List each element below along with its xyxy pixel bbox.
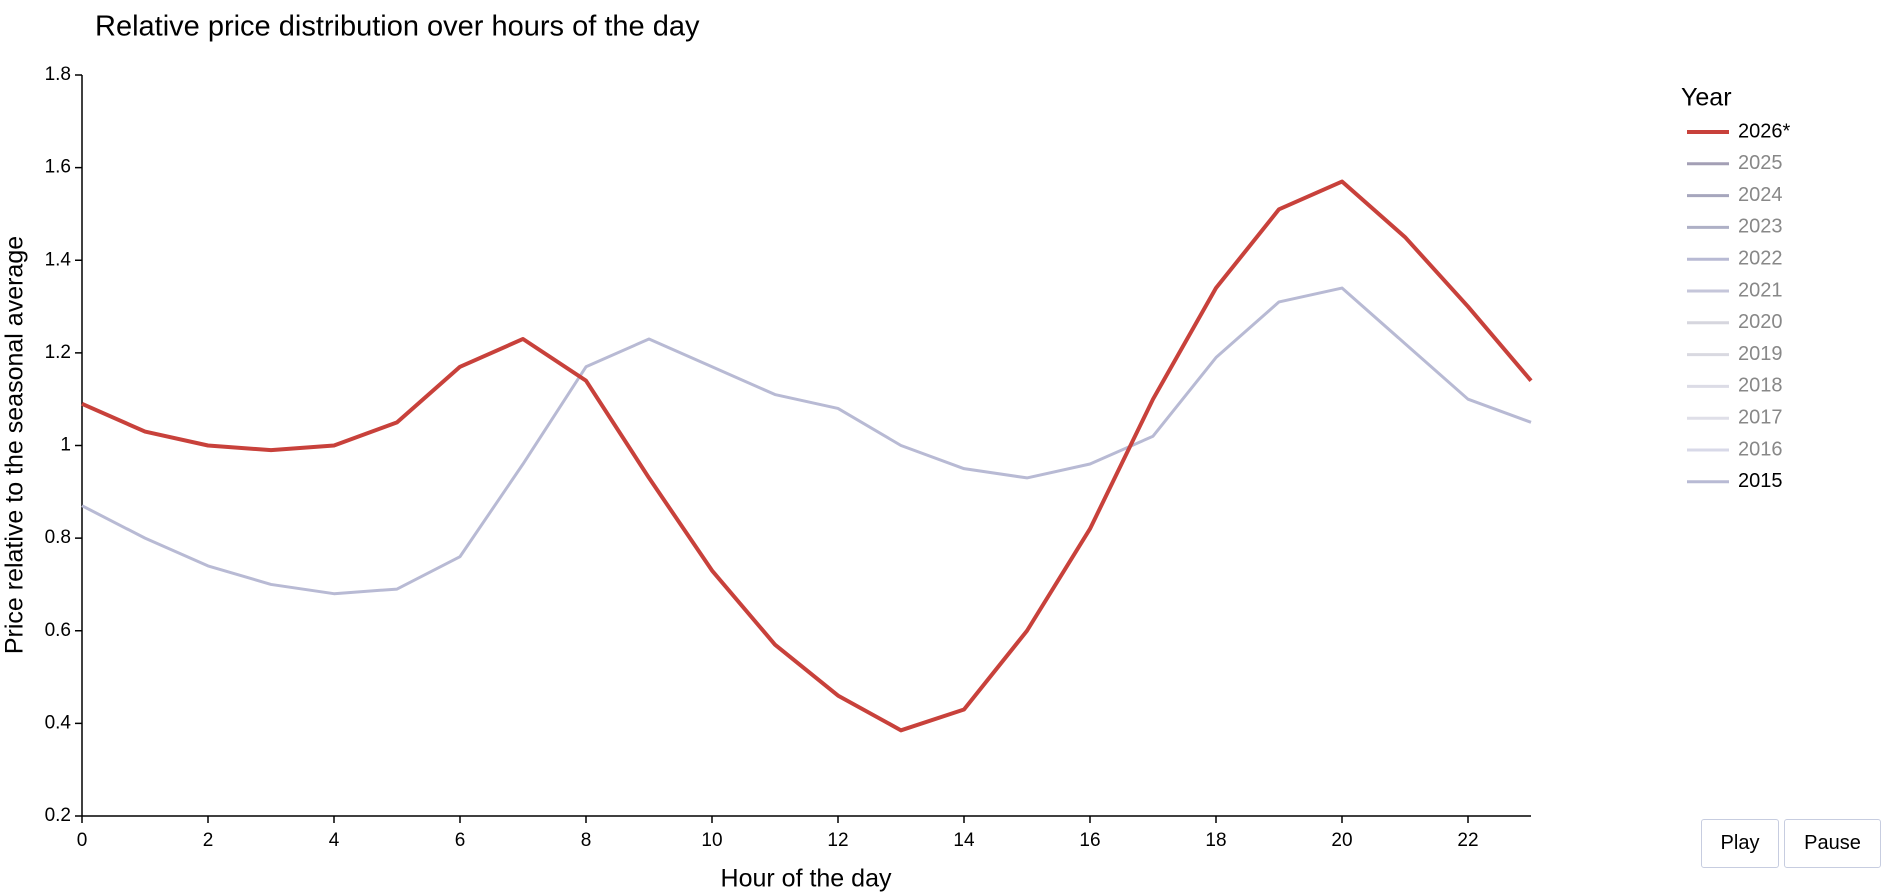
y-tick-label: 1.6: [45, 157, 71, 178]
x-tick-label: 10: [701, 830, 722, 851]
y-tick-label: 0.6: [45, 620, 71, 641]
x-tick-label: 0: [77, 830, 88, 851]
x-tick-label: 4: [329, 830, 340, 851]
x-tick-label: 2: [203, 830, 214, 851]
y-tick-label: 0.2: [45, 805, 71, 826]
y-tick-label: 0.8: [45, 527, 71, 548]
legend-entry[interactable]: 2025: [1738, 152, 1783, 174]
chart-title: Relative price distribution over hours o…: [95, 11, 700, 43]
y-tick-label: 1.8: [45, 64, 71, 85]
x-tick-label: 20: [1331, 830, 1352, 851]
x-tick-label: 6: [455, 830, 466, 851]
legend-title: Year: [1681, 84, 1732, 112]
series-line: [81, 286, 1532, 596]
legend-entry[interactable]: 2016: [1738, 438, 1783, 460]
x-tick-label: 8: [581, 830, 592, 851]
legend-entry[interactable]: 2023: [1738, 216, 1783, 238]
legend-entry[interactable]: 2021: [1738, 279, 1783, 301]
y-tick-label: 1.2: [45, 342, 71, 363]
legend-entry[interactable]: 2026*: [1738, 120, 1790, 142]
legend-entry[interactable]: 2018: [1738, 375, 1783, 397]
series-line: [81, 179, 1533, 733]
x-tick-label: 16: [1079, 830, 1100, 851]
y-axis-label: Price relative to the seasonal average: [1, 236, 29, 654]
y-tick-label: 0.4: [45, 712, 72, 733]
x-tick-label: 22: [1457, 830, 1478, 851]
legend-entry[interactable]: 2022: [1738, 247, 1783, 269]
x-axis-label: Hour of the day: [721, 865, 892, 893]
x-tick-label: 18: [1205, 830, 1226, 851]
legend-entry[interactable]: 2015: [1738, 470, 1783, 492]
legend-entry[interactable]: 2017: [1738, 406, 1783, 428]
y-tick-label: 1.4: [45, 249, 72, 270]
x-tick-label: 12: [827, 830, 848, 851]
pause-button[interactable]: Pause: [1784, 819, 1881, 868]
legend-entry[interactable]: 2020: [1738, 311, 1783, 333]
legend-entry[interactable]: 2019: [1738, 343, 1783, 365]
legend-entry[interactable]: 2024: [1738, 184, 1783, 206]
x-tick-label: 14: [953, 830, 975, 851]
y-tick-label: 1: [60, 435, 71, 456]
play-button[interactable]: Play: [1701, 819, 1779, 868]
